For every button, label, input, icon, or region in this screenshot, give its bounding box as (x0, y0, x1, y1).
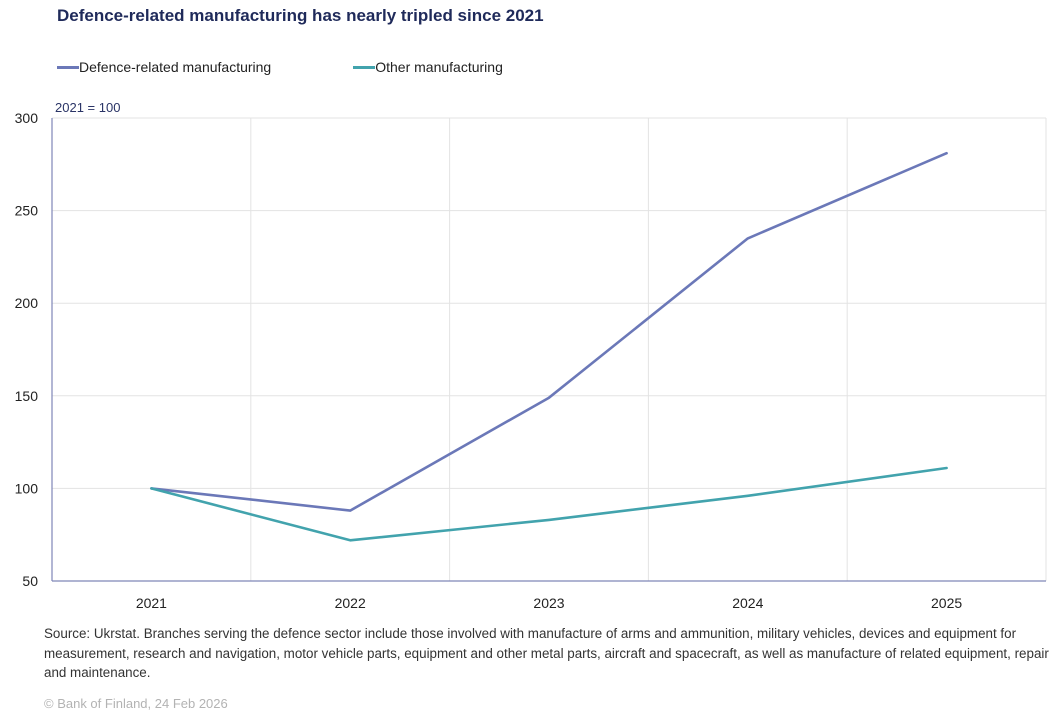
x-tick-label-2024: 2024 (732, 595, 763, 611)
series-line-other (150, 466, 948, 542)
chart-legend: Defence-related manufacturing Other manu… (57, 57, 585, 77)
y-tick-label-150: 150 (15, 388, 39, 404)
series-line-defence (150, 151, 948, 512)
legend-swatch-defence (57, 65, 79, 69)
legend-item-defence: Defence-related manufacturing (57, 59, 271, 75)
axes (51, 118, 1046, 582)
series-lines (150, 151, 948, 542)
line-chart: 2021 = 100 50 100 150 200 250 300 2021 2022 2023 2… (15, 100, 1047, 611)
gridlines (52, 117, 1047, 581)
y-tick-label-250: 250 (15, 203, 39, 219)
y-tick-label-100: 100 (15, 480, 39, 496)
y-tick-label-50: 50 (22, 573, 38, 589)
unit-label: 2021 = 100 (55, 100, 120, 115)
x-tick-label-2021: 2021 (136, 595, 167, 611)
y-tick-label-200: 200 (15, 295, 39, 311)
x-tick-label-2022: 2022 (335, 595, 366, 611)
legend-item-other: Other manufacturing (353, 59, 503, 75)
legend-swatch-other (353, 65, 376, 69)
legend-label-defence: Defence-related manufacturing (79, 59, 272, 75)
x-tick-label-2025: 2025 (931, 595, 962, 611)
legend-label-other: Other manufacturing (375, 59, 503, 75)
source-note: Source: Ukrstat. Branches serving the de… (44, 626, 1049, 680)
y-tick-label-300: 300 (15, 110, 39, 126)
chart-title: Defence-related manufacturing has nearly… (57, 6, 544, 25)
x-tick-label-2023: 2023 (533, 595, 564, 611)
tick-labels: 2021 = 100 50 100 150 200 250 300 2021 2022 2023 2… (15, 100, 963, 611)
copyright: © Bank of Finland, 24 Feb 2026 (44, 696, 228, 711)
